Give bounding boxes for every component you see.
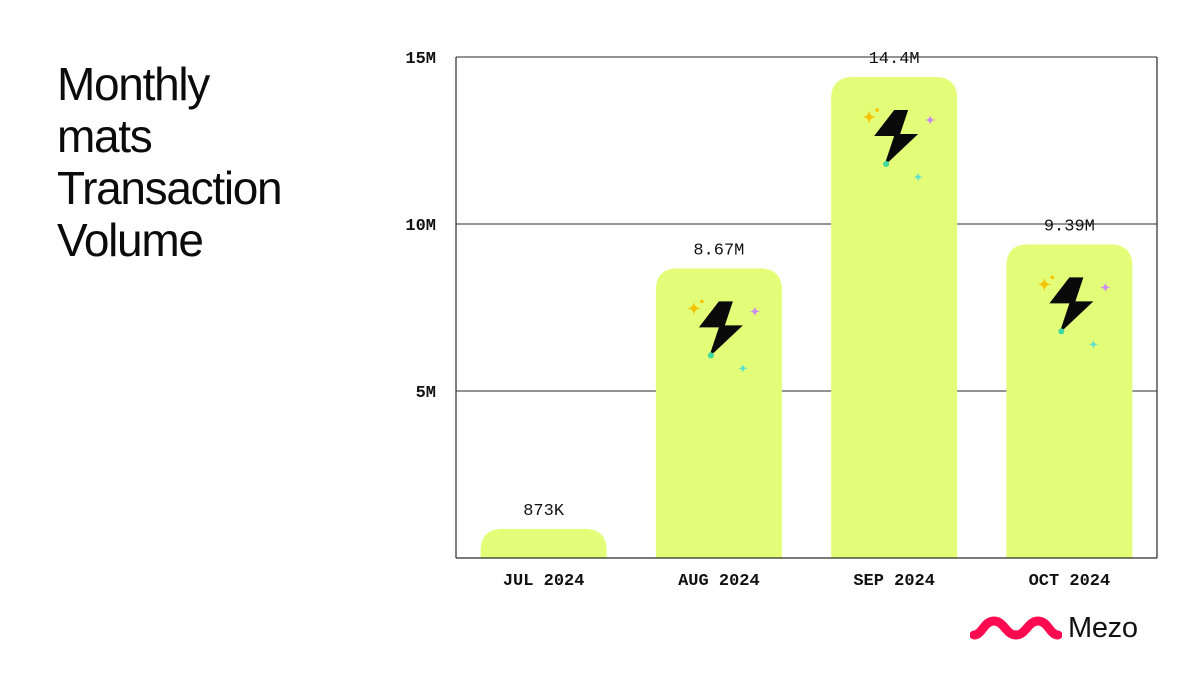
sparkle-icon	[924, 114, 937, 127]
sparkle-icon	[748, 305, 761, 318]
sparkle-icon	[685, 300, 702, 317]
sparkle-dot-icon	[1050, 275, 1055, 280]
title-line: Monthly	[57, 58, 210, 110]
mezo-wave-icon	[970, 616, 1062, 640]
bar	[831, 77, 958, 558]
bar-chart: 5M 10M 15M 873K JUL 2024 8.67M AUG 2024 14.4M SE…	[405, 50, 1158, 591]
x-tick-label: JUL 2024	[503, 572, 585, 591]
lightning-bolt-icon	[874, 110, 919, 167]
sparkle-dot-icon	[700, 299, 704, 304]
x-tick-label: SEP 2024	[853, 572, 935, 591]
data-label: 14.4M	[869, 50, 920, 69]
data-label: 9.39M	[1044, 217, 1095, 236]
y-tick-label: 5M	[416, 384, 436, 403]
chart-title: Monthly mats Transaction Volume	[57, 58, 377, 266]
sparkle-icon	[912, 171, 924, 183]
data-label: 873K	[523, 502, 565, 521]
data-label: 8.67M	[693, 241, 744, 260]
sparkle-icon	[1087, 338, 1099, 350]
sparkle-dot-icon	[875, 108, 879, 112]
sparkle-icon	[1099, 281, 1112, 294]
y-tick-label: 10M	[405, 217, 436, 236]
brand-logo: Mezo	[970, 610, 1138, 646]
title-line: Transaction	[57, 162, 283, 214]
bar	[1006, 244, 1133, 558]
title-line: mats	[57, 110, 153, 162]
x-tick-label: OCT 2024	[1029, 572, 1111, 591]
sparkle-dot-icon	[1058, 328, 1065, 335]
sparkle-icon	[861, 109, 878, 126]
x-tick-label: AUG 2024	[678, 572, 760, 591]
bar	[480, 528, 607, 558]
sparkle-icon	[737, 362, 749, 374]
sparkle-dot-icon	[707, 352, 714, 359]
lightning-bolt-icon	[698, 301, 743, 358]
brand-name: Mezo	[1068, 611, 1138, 644]
bar	[655, 268, 782, 558]
sparkle-icon	[1036, 276, 1053, 293]
lightning-bolt-icon	[1049, 277, 1094, 334]
sparkle-dot-icon	[883, 161, 890, 168]
y-tick-label: 15M	[405, 50, 436, 69]
title-line: Volume	[57, 214, 204, 266]
